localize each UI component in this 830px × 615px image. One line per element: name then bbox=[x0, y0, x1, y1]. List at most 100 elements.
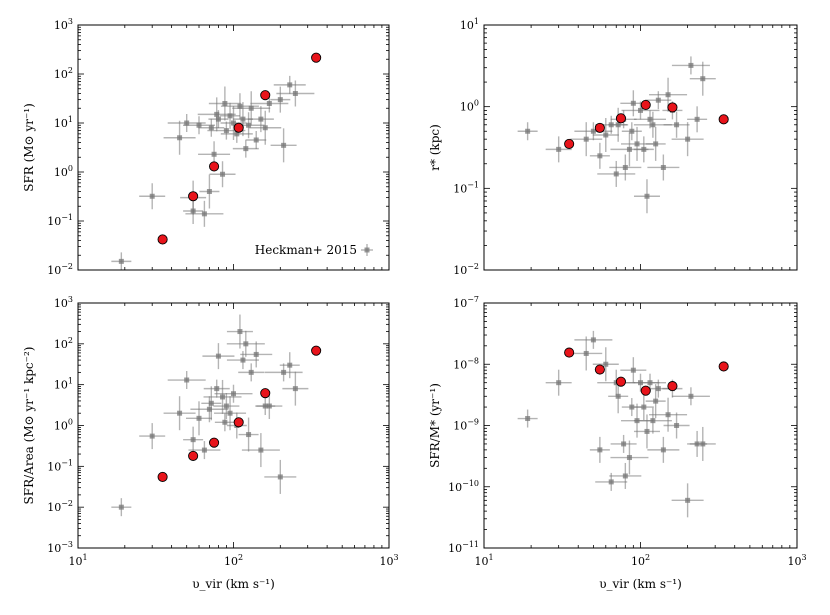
data-point-heckman bbox=[621, 122, 642, 141]
x-tick-label: 101 bbox=[474, 553, 493, 568]
square-marker bbox=[211, 151, 217, 157]
square-marker bbox=[240, 357, 246, 363]
square-marker bbox=[248, 369, 254, 375]
data-point-heckman bbox=[645, 126, 666, 161]
data-point-heckman bbox=[199, 174, 220, 209]
y-tick-label: 103 bbox=[54, 17, 73, 32]
square-marker bbox=[208, 400, 214, 406]
series-red bbox=[157, 52, 322, 245]
square-marker bbox=[626, 455, 632, 461]
square-marker bbox=[231, 120, 236, 126]
panel-sfr: 10−2 10−1 100 101 102 103 SFR (M⊙ yr⁻¹) Heckman… bbox=[22, 17, 390, 277]
square-marker bbox=[237, 103, 243, 109]
data-point-heckman bbox=[232, 139, 259, 158]
square-marker bbox=[674, 423, 680, 428]
square-marker bbox=[223, 128, 229, 134]
square-marker bbox=[222, 101, 228, 107]
data-point-heckman bbox=[609, 154, 642, 181]
square-marker bbox=[590, 337, 596, 343]
square-marker bbox=[688, 62, 694, 68]
data-point-heckman bbox=[139, 183, 166, 210]
data-point-red bbox=[564, 138, 575, 149]
data-point-red bbox=[188, 450, 199, 461]
square-marker bbox=[613, 171, 619, 177]
data-point-heckman bbox=[645, 384, 666, 419]
data-point-heckman bbox=[574, 330, 613, 349]
square-marker bbox=[660, 164, 666, 170]
square-marker bbox=[214, 386, 220, 392]
square-marker bbox=[184, 120, 190, 126]
y-axis-label: SFR (M⊙ yr⁻¹) bbox=[22, 103, 36, 192]
y-tick-label: 10−7 bbox=[453, 295, 479, 310]
data-point-heckman bbox=[633, 110, 666, 129]
data-point-heckman bbox=[610, 440, 649, 475]
square-marker bbox=[262, 125, 268, 131]
legend: Heckman+ 2015 bbox=[255, 243, 373, 257]
data-point-heckman bbox=[167, 371, 206, 390]
data-point-heckman bbox=[226, 330, 265, 357]
plot-frame bbox=[483, 302, 798, 549]
square-marker bbox=[206, 406, 212, 412]
data-point-red bbox=[209, 161, 220, 172]
square-marker bbox=[638, 107, 643, 113]
square-marker bbox=[227, 113, 233, 119]
square-marker bbox=[237, 329, 243, 335]
square-marker bbox=[149, 193, 155, 199]
square-marker bbox=[622, 164, 628, 170]
square-marker bbox=[220, 394, 226, 400]
ticks bbox=[77, 24, 390, 271]
data-point-red bbox=[640, 99, 651, 110]
square-marker bbox=[277, 474, 283, 480]
square-marker bbox=[246, 432, 252, 438]
legend-marker bbox=[364, 247, 370, 253]
y-axis-label: SFR/Area (M⊙ yr⁻¹ kpc⁻²) bbox=[22, 347, 36, 505]
data-point-heckman bbox=[208, 86, 241, 121]
square-marker bbox=[243, 146, 249, 152]
data-point-heckman bbox=[188, 441, 221, 460]
data-point-heckman bbox=[633, 136, 654, 163]
square-marker bbox=[292, 90, 298, 96]
data-point-red bbox=[260, 388, 271, 399]
data-point-heckman bbox=[213, 393, 240, 420]
data-point-red bbox=[157, 471, 168, 482]
data-point-red bbox=[615, 113, 626, 124]
series-heckman bbox=[111, 75, 315, 271]
data-point-heckman bbox=[270, 128, 297, 163]
square-marker bbox=[215, 353, 221, 359]
data-point-heckman bbox=[139, 423, 166, 450]
data-point-red bbox=[311, 345, 322, 356]
square-marker bbox=[626, 146, 632, 152]
square-marker bbox=[243, 341, 249, 347]
panel-ssfr: 10−11 10−10 10−9 10−8 10−7 101 102 103 SFR/M* (y… bbox=[428, 295, 807, 591]
data-point-heckman bbox=[186, 401, 213, 436]
y-tick-label: 10−8 bbox=[453, 356, 479, 371]
data-point-red bbox=[718, 361, 729, 372]
data-point-heckman bbox=[689, 61, 716, 96]
data-point-heckman bbox=[592, 117, 619, 152]
data-point-heckman bbox=[647, 154, 680, 181]
square-marker bbox=[597, 447, 603, 453]
square-marker bbox=[208, 125, 214, 131]
square-marker bbox=[223, 403, 229, 409]
data-point-heckman bbox=[282, 371, 309, 406]
square-marker bbox=[641, 146, 647, 152]
square-marker bbox=[630, 367, 636, 373]
square-marker bbox=[674, 122, 680, 128]
square-marker bbox=[655, 97, 661, 103]
data-point-red bbox=[718, 114, 729, 125]
data-point-heckman bbox=[214, 396, 247, 431]
data-point-heckman bbox=[620, 357, 647, 384]
square-marker bbox=[685, 497, 691, 503]
square-marker bbox=[287, 362, 293, 368]
series-red bbox=[564, 99, 729, 149]
data-point-heckman bbox=[111, 252, 132, 271]
square-marker bbox=[641, 404, 647, 410]
square-marker bbox=[231, 391, 236, 397]
square-marker bbox=[196, 122, 202, 128]
data-point-heckman bbox=[570, 122, 603, 157]
square-marker bbox=[650, 122, 656, 128]
data-point-heckman bbox=[183, 426, 204, 453]
data-point-heckman bbox=[240, 341, 273, 368]
square-marker bbox=[281, 142, 287, 148]
x-tick-label: 103 bbox=[787, 553, 806, 568]
